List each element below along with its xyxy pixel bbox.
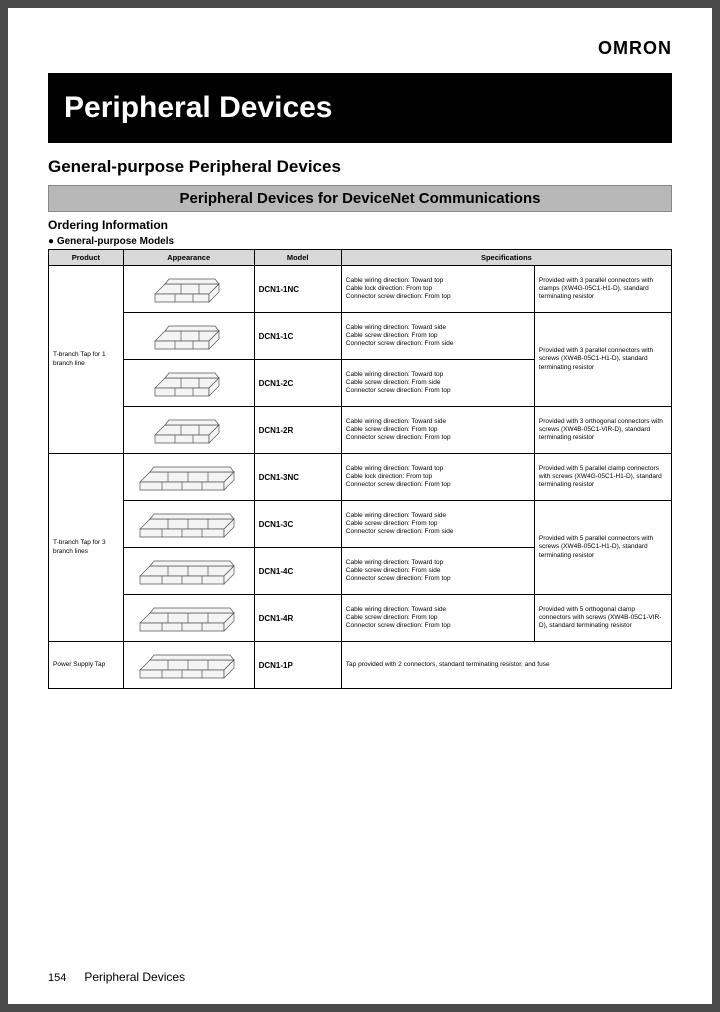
spec-cell: Cable wiring direction: Toward sideCable… bbox=[341, 501, 534, 548]
products-table: Product Appearance Model Specifications … bbox=[48, 249, 672, 689]
footer-title: Peripheral Devices bbox=[84, 970, 185, 984]
product-cell: T-branch Tap for 3 branch lines bbox=[49, 454, 124, 642]
table-row: DCN1-2RCable wiring direction: Toward si… bbox=[49, 407, 672, 454]
spec-cell: Cable wiring direction: Toward topCable … bbox=[341, 266, 534, 313]
appearance-cell bbox=[123, 407, 254, 454]
connector-icon bbox=[134, 601, 244, 635]
appearance-cell bbox=[123, 595, 254, 642]
connector-icon bbox=[149, 413, 229, 447]
spec-cell: Cable wiring direction: Toward sideCable… bbox=[341, 407, 534, 454]
model-cell: DCN1-4C bbox=[254, 548, 341, 595]
brand-logo: OMRON bbox=[48, 38, 672, 59]
spec-cell: Cable wiring direction: Toward sideCable… bbox=[341, 313, 534, 360]
connector-icon bbox=[134, 460, 244, 494]
ordering-heading: Ordering Information bbox=[48, 218, 672, 232]
model-cell: DCN1-4R bbox=[254, 595, 341, 642]
page-number: 154 bbox=[48, 972, 66, 984]
th-specs: Specifications bbox=[341, 250, 671, 266]
model-cell: DCN1-1NC bbox=[254, 266, 341, 313]
spec-cell-right: Provided with 5 parallel connectors with… bbox=[534, 501, 671, 595]
sub-banner: Peripheral Devices for DeviceNet Communi… bbox=[48, 185, 672, 212]
table-row: T-branch Tap for 1 branch line DCN1-1NCC… bbox=[49, 266, 672, 313]
spec-cell-right: Provided with 3 orthogonal connectors wi… bbox=[534, 407, 671, 454]
appearance-cell bbox=[123, 642, 254, 689]
connector-icon bbox=[134, 554, 244, 588]
table-row: T-branch Tap for 3 branch lines DCN1-3NC… bbox=[49, 454, 672, 501]
spec-cell: Cable wiring direction: Toward sideCable… bbox=[341, 595, 534, 642]
appearance-cell bbox=[123, 313, 254, 360]
spec-cell: Cable wiring direction: Toward topCable … bbox=[341, 360, 534, 407]
appearance-cell bbox=[123, 548, 254, 595]
spec-cell: Cable wiring direction: Toward topCable … bbox=[341, 548, 534, 595]
table-row: Power Supply Tap DCN1-1PTap provided wit… bbox=[49, 642, 672, 689]
appearance-cell bbox=[123, 454, 254, 501]
spec-cell-right: Provided with 3 parallel connectors with… bbox=[534, 313, 671, 407]
page-title: Peripheral Devices bbox=[48, 73, 672, 143]
th-product: Product bbox=[49, 250, 124, 266]
model-cell: DCN1-1P bbox=[254, 642, 341, 689]
product-cell: Power Supply Tap bbox=[49, 642, 124, 689]
connector-icon bbox=[149, 272, 229, 306]
model-cell: DCN1-1C bbox=[254, 313, 341, 360]
document-page: OMRON Peripheral Devices General-purpose… bbox=[8, 8, 712, 1004]
th-appearance: Appearance bbox=[123, 250, 254, 266]
table-row: DCN1-4RCable wiring direction: Toward si… bbox=[49, 595, 672, 642]
model-cell: DCN1-2R bbox=[254, 407, 341, 454]
page-footer: 154 Peripheral Devices bbox=[48, 958, 672, 984]
section-heading: General-purpose Peripheral Devices bbox=[48, 157, 672, 177]
appearance-cell bbox=[123, 501, 254, 548]
spec-cell-right: Provided with 5 orthogonal clamp connect… bbox=[534, 595, 671, 642]
spec-cell: Cable wiring direction: Toward topCable … bbox=[341, 454, 534, 501]
model-cell: DCN1-3NC bbox=[254, 454, 341, 501]
table-header-row: Product Appearance Model Specifications bbox=[49, 250, 672, 266]
spec-cell-right: Provided with 3 parallel connectors with… bbox=[534, 266, 671, 313]
connector-icon bbox=[149, 319, 229, 353]
model-cell: DCN1-2C bbox=[254, 360, 341, 407]
connector-icon bbox=[134, 507, 244, 541]
model-cell: DCN1-3C bbox=[254, 501, 341, 548]
connector-icon bbox=[149, 366, 229, 400]
models-label: General-purpose Models bbox=[48, 236, 672, 247]
spec-cell: Tap provided with 2 connectors, standard… bbox=[341, 642, 671, 689]
appearance-cell bbox=[123, 360, 254, 407]
appearance-cell bbox=[123, 266, 254, 313]
spec-cell-right: Provided with 5 parallel clamp connector… bbox=[534, 454, 671, 501]
connector-icon bbox=[134, 648, 244, 682]
product-cell: T-branch Tap for 1 branch line bbox=[49, 266, 124, 454]
table-row: DCN1-1CCable wiring direction: Toward si… bbox=[49, 313, 672, 360]
table-row: DCN1-3CCable wiring direction: Toward si… bbox=[49, 501, 672, 548]
th-model: Model bbox=[254, 250, 341, 266]
